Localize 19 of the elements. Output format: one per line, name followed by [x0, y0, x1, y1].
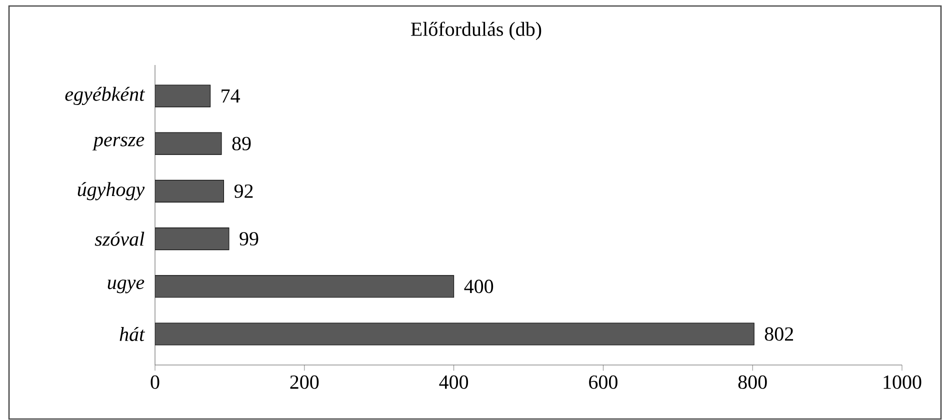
data-label: 99 — [240, 232, 258, 246]
y-tick-label: persze — [92, 136, 144, 150]
y-tick-label: egyébként — [65, 86, 146, 106]
data-label: 802 — [764, 327, 794, 341]
y-tick-label: ugye — [108, 280, 144, 294]
y-tick-label: hát — [120, 327, 146, 342]
chart-title: Előfordulás (db) — [410, 22, 542, 40]
x-tick-label: 600 — [589, 375, 618, 389]
x-tick-label: 1000 — [884, 375, 922, 389]
data-label: 400 — [464, 280, 494, 294]
x-tick-label: 200 — [290, 375, 319, 389]
x-tick-label: 400 — [439, 375, 468, 389]
data-label: 92 — [234, 184, 253, 198]
y-tick-label: úgyhogy — [78, 182, 145, 200]
data-label: 89 — [232, 136, 251, 150]
y-tick-label: szóval — [94, 232, 144, 246]
x-tick-label: 800 — [738, 375, 767, 389]
x-tick-label: 0 — [150, 375, 160, 389]
data-label: 74 — [222, 89, 240, 103]
